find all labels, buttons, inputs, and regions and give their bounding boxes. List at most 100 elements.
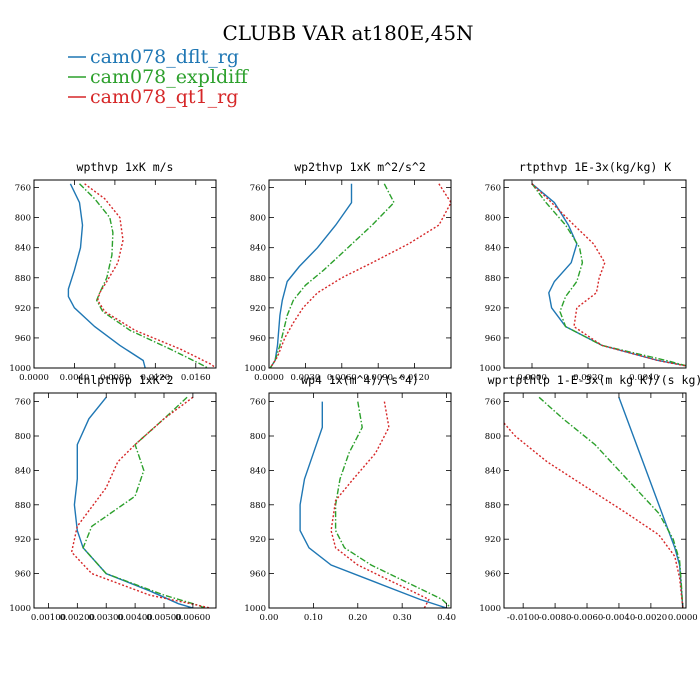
- panel-title: rtpthvp 1E-3x(kg/kg) K: [519, 160, 671, 174]
- x-tick-label: 0.40: [437, 613, 456, 623]
- plot-frame: [33, 179, 217, 369]
- x-tick-label: -0.0040: [603, 613, 636, 623]
- x-tick-label: -0.0060: [571, 613, 604, 623]
- chart-panel: wpthvp 1xK m/s76080084088092096010000.00…: [9, 160, 217, 383]
- series-line: [79, 183, 209, 368]
- y-tick-label: 880: [485, 501, 501, 511]
- chart-panel: wp4 1x(m^4)/(s^4)76080084088092096010000…: [244, 373, 456, 623]
- y-tick-label: 960: [250, 334, 266, 344]
- series-line: [334, 401, 451, 608]
- y-tick-label: 840: [15, 466, 31, 476]
- plot-frame: [503, 392, 687, 609]
- plot-frame: [33, 392, 217, 609]
- y-tick-label: 840: [250, 466, 266, 476]
- y-tick-label: 880: [250, 501, 266, 511]
- x-tick-label: 0.00200: [60, 613, 95, 623]
- series-line: [531, 183, 686, 367]
- x-tick-label: 0.0090: [363, 373, 393, 383]
- x-tick-label: 0.00400: [118, 613, 153, 623]
- plot-frame: [503, 179, 687, 369]
- chart-panel: thlpthvp 1xK^2 760 800 840 880 920 960 1000 0.00…: [9, 373, 217, 623]
- figure-title: CLUBB VAR at180E,45N: [222, 21, 473, 45]
- x-tick-label: 0.0120: [400, 373, 430, 383]
- panel-title: wpthvp 1xK m/s: [77, 160, 174, 174]
- x-tick-label: 0.30: [393, 613, 412, 623]
- series-line: [618, 397, 684, 608]
- y-tick-label: 760: [15, 184, 31, 194]
- y-tick-label: 800: [15, 214, 31, 224]
- legend-label: cam078_dflt_rg: [90, 46, 239, 68]
- y-tick-label: 760: [15, 398, 31, 408]
- y-tick-label: 1000: [9, 364, 31, 374]
- y-tick-label: 760: [485, 184, 501, 194]
- y-tick-label: 920: [485, 304, 501, 314]
- y-tick-label: 760: [250, 398, 266, 408]
- y-tick-label: 880: [250, 274, 266, 284]
- x-tick-label: 0.0000: [19, 373, 49, 383]
- chart-panel: rtpthvp 1E-3x(kg/kg) K 760 800 840 880 920 960…: [479, 160, 687, 383]
- chart-panel: wp2thvp 1xK m^2/s^2 760 800 840 880 920 960 100…: [244, 160, 452, 383]
- y-tick-label: 880: [485, 274, 501, 284]
- y-tick-label: 920: [15, 304, 31, 314]
- plot-frame: [268, 179, 452, 369]
- y-tick-label: 920: [250, 535, 266, 545]
- series-line: [73, 396, 194, 608]
- plot-frame: [268, 392, 452, 609]
- x-tick-label: 0.10: [304, 613, 323, 623]
- series-line: [82, 396, 205, 608]
- y-tick-label: 1000: [479, 604, 501, 614]
- series-line: [299, 401, 447, 608]
- series-line: [269, 183, 451, 368]
- series-line: [531, 183, 686, 367]
- x-tick-label: 0.0120: [140, 373, 170, 383]
- y-tick-label: 920: [250, 304, 266, 314]
- x-tick-label: 0.00300: [89, 613, 124, 623]
- x-tick-label: 0.00600: [175, 613, 210, 623]
- x-tick-label: 0.0000: [517, 373, 547, 383]
- panel-title: wp2thvp 1xK m^2/s^2: [294, 160, 426, 174]
- chart-panel: wprtpthlp 1-E-3x(m kg K)/(s kg) 760 800 840…: [479, 373, 700, 623]
- series-line: [67, 183, 146, 368]
- panel-grid: wpthvp 1xK m/s76080084088092096010000.00…: [9, 160, 700, 623]
- series-line: [330, 401, 430, 608]
- panel-title: thlpthvp 1xK^2: [77, 373, 174, 387]
- y-tick-label: 800: [250, 432, 266, 442]
- y-tick-label: 960: [15, 570, 31, 580]
- legend-entry: cam078_qt1_rg: [68, 86, 238, 108]
- y-tick-label: 880: [15, 501, 31, 511]
- y-tick-label: 800: [485, 432, 501, 442]
- x-tick-label: -0.0100: [507, 613, 540, 623]
- y-tick-label: 1000: [479, 364, 501, 374]
- y-tick-label: 1000: [244, 364, 266, 374]
- series-line: [504, 422, 684, 608]
- legend-entry: cam078_dflt_rg: [68, 46, 239, 68]
- y-tick-label: 800: [15, 432, 31, 442]
- x-tick-label: 0.0080: [100, 373, 130, 383]
- y-tick-label: 840: [485, 244, 501, 254]
- series-line: [70, 396, 211, 608]
- legend: cam078_dflt_rg cam078_expldiff cam078_qt…: [68, 46, 249, 108]
- y-tick-label: 760: [250, 184, 266, 194]
- legend-entry: cam078_expldiff: [68, 66, 249, 88]
- y-tick-label: 960: [15, 334, 31, 344]
- x-tick-label: 0.20: [348, 613, 367, 623]
- x-tick-label: 0.0030: [291, 373, 321, 383]
- y-tick-label: 840: [15, 244, 31, 254]
- x-tick-label: 0.00: [260, 613, 279, 623]
- y-tick-label: 960: [485, 334, 501, 344]
- y-tick-label: 920: [485, 535, 501, 545]
- series-line: [531, 183, 686, 367]
- x-tick-label: -0.0020: [635, 613, 668, 623]
- y-tick-label: 920: [15, 535, 31, 545]
- y-tick-label: 1000: [244, 604, 266, 614]
- series-line: [84, 183, 216, 368]
- panel-title: wprtpthlp 1-E-3x(m kg K)/(s kg): [488, 373, 700, 387]
- legend-label: cam078_qt1_rg: [90, 86, 238, 108]
- y-tick-label: 960: [485, 570, 501, 580]
- y-tick-label: 760: [485, 398, 501, 408]
- y-tick-label: 1000: [9, 604, 31, 614]
- x-tick-label: 0.0000: [254, 373, 284, 383]
- y-tick-label: 800: [250, 214, 266, 224]
- legend-label: cam078_expldiff: [90, 66, 249, 88]
